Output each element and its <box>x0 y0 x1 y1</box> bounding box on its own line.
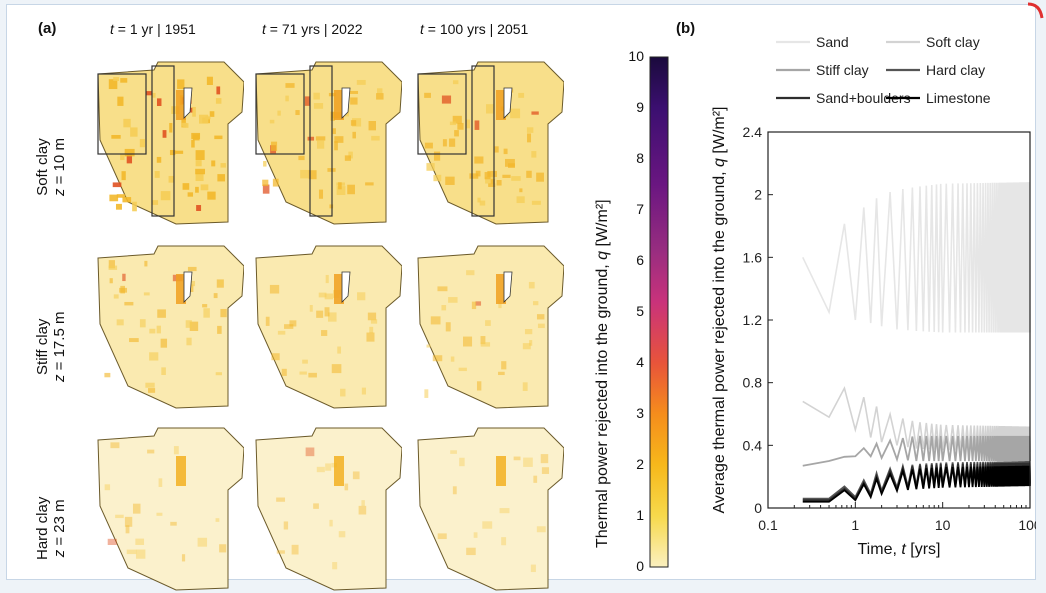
y-tick-label: 2.4 <box>743 124 763 140</box>
legend-label: Hard clay <box>926 62 985 78</box>
x-tick-label: 0.1 <box>758 517 778 533</box>
legend-label: Limestone <box>926 90 991 106</box>
colorbar-tick-label: 10 <box>628 48 644 64</box>
column-title-3: t = 100 yrs | 2051 <box>420 21 529 37</box>
map-3-1 <box>97 427 244 591</box>
y-axis-label: Average thermal power rejected into the … <box>711 106 728 513</box>
corner-mark-icon <box>1027 2 1044 19</box>
chart-b: 0 0.4 0.8 1.2 1.6 2 2.4 0.1 1 10 100 Time, t [yrs] A… <box>711 34 1036 558</box>
colorbar-tick-label: 1 <box>636 507 644 523</box>
colorbar-tick-label: 0 <box>636 558 644 574</box>
colorbar-title: Thermal power rejected into the ground, … <box>594 199 611 548</box>
map-1-1 <box>97 61 244 225</box>
x-tick-label: 10 <box>935 517 951 533</box>
colorbar-tick-label: 6 <box>636 252 644 268</box>
panel-a-label: (a) <box>38 20 57 37</box>
legend-label: Sand+boulders <box>816 90 911 106</box>
colorbar-tick-label: 2 <box>636 456 644 472</box>
colorbar-tick-label: 9 <box>636 99 644 115</box>
row-title-soft-clay: Soft clay z = 10 m <box>34 138 68 196</box>
map-1-3 <box>417 61 564 225</box>
series-line-sand <box>802 182 1031 333</box>
y-tick-label: 0.4 <box>743 437 763 453</box>
x-axis-label: Time, t [yrs] <box>858 541 941 558</box>
y-tick-label: 2 <box>754 187 762 203</box>
series-line-limestone <box>802 465 1031 503</box>
row-title-hard-clay: Hard clay z = 23 m <box>34 496 68 560</box>
y-tick-label: 0.8 <box>743 375 763 391</box>
map-1-2 <box>255 61 402 225</box>
legend-label: Stiff clay <box>816 62 869 78</box>
colorbar-gradient <box>649 56 669 568</box>
column-title-1: t = 1 yr | 1951 <box>110 21 196 37</box>
row-title-stiff-clay: Stiff clay z = 17.5 m <box>34 311 68 382</box>
y-tick-label: 1.6 <box>743 249 763 265</box>
colorbar-tick-label: 7 <box>636 201 644 217</box>
series-line-stiff-clay <box>802 435 1031 467</box>
colorbar <box>649 56 669 568</box>
panel-b-label: (b) <box>676 20 696 37</box>
colorbar-tick-label: 5 <box>636 303 644 319</box>
map-3-3 <box>417 427 564 591</box>
legend-label: Sand <box>816 34 849 50</box>
x-tick-label: 100 <box>1018 517 1036 533</box>
column-title-2: t = 71 yrs | 2022 <box>262 21 363 37</box>
map-2-3 <box>417 245 564 409</box>
x-tick-label: 1 <box>851 517 859 533</box>
map-2-2 <box>255 245 402 409</box>
map-3-2 <box>255 427 402 591</box>
y-tick-label: 1.2 <box>743 312 763 328</box>
colorbar-tick-label: 3 <box>636 405 644 421</box>
legend-label: Soft clay <box>926 34 980 50</box>
colorbar-tick-label: 4 <box>636 354 644 370</box>
colorbar-tick-label: 8 <box>636 150 644 166</box>
map-2-1 <box>97 245 244 409</box>
y-tick-label: 0 <box>754 500 762 516</box>
